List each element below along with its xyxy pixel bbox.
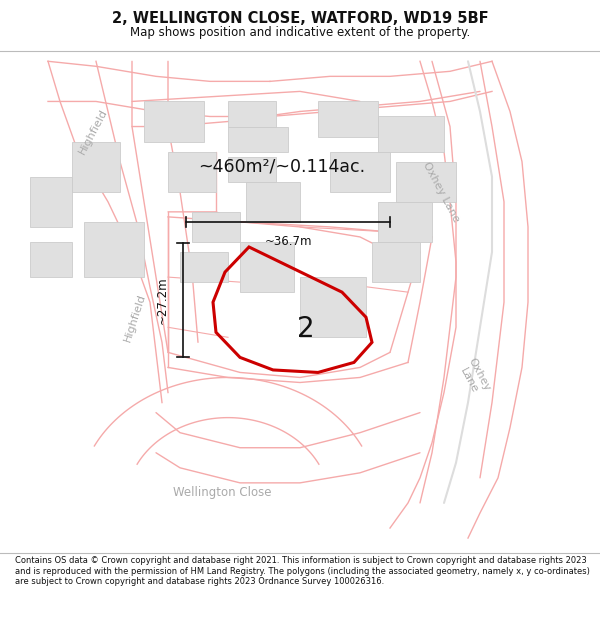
Text: Highfield: Highfield [122,292,148,342]
Polygon shape [246,182,300,222]
Polygon shape [84,222,144,277]
Polygon shape [378,202,432,242]
Polygon shape [300,277,366,338]
Polygon shape [180,252,228,282]
Polygon shape [318,101,378,137]
Polygon shape [192,212,240,242]
Polygon shape [228,157,276,182]
Polygon shape [396,162,456,202]
Polygon shape [72,142,120,192]
Text: Oxhey
Lane: Oxhey Lane [456,356,492,398]
Polygon shape [168,152,216,192]
Text: Oxhey Lane: Oxhey Lane [421,160,461,224]
Text: ~36.7m: ~36.7m [264,236,312,249]
Text: ~27.2m: ~27.2m [155,276,169,324]
Text: ~460m²/~0.114ac.: ~460m²/~0.114ac. [199,158,365,176]
Polygon shape [372,242,420,282]
Polygon shape [240,242,294,292]
Polygon shape [330,152,390,192]
Text: Contains OS data © Crown copyright and database right 2021. This information is : Contains OS data © Crown copyright and d… [15,556,590,586]
Text: Map shows position and indicative extent of the property.: Map shows position and indicative extent… [130,26,470,39]
Polygon shape [378,116,444,152]
Text: Wellington Close: Wellington Close [173,486,271,499]
Polygon shape [144,101,204,142]
Text: Highfield: Highfield [77,107,109,156]
Polygon shape [228,126,288,152]
Text: 2: 2 [297,316,315,343]
Text: 2, WELLINGTON CLOSE, WATFORD, WD19 5BF: 2, WELLINGTON CLOSE, WATFORD, WD19 5BF [112,11,488,26]
Polygon shape [228,101,276,126]
Polygon shape [30,177,72,227]
Polygon shape [30,242,72,277]
